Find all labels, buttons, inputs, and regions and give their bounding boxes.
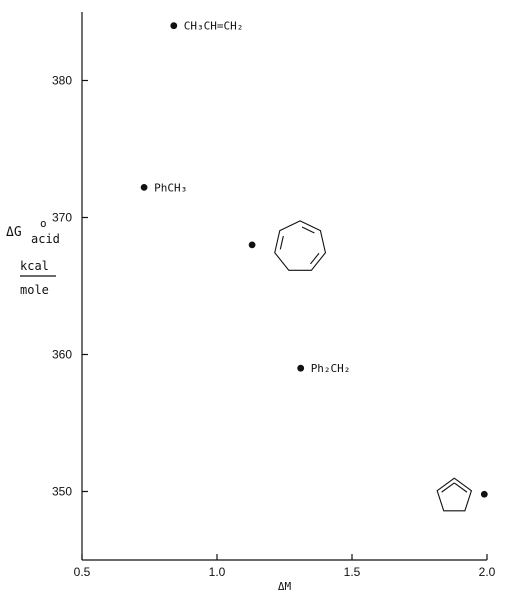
data-points: CH₃CH=CH₂ PhCH₃ Ph₂CH₂ [140, 20, 488, 512]
x-axis-title: ΔM [278, 580, 292, 593]
y-axis-unit-numerator: kcal [20, 259, 49, 273]
y-tick-label-2: 370 [52, 211, 72, 225]
data-point-0 [170, 22, 178, 30]
data-point-1 [140, 183, 148, 191]
data-point-3 [297, 364, 305, 372]
cyclopentadiene-structure-icon [436, 477, 473, 512]
y-axis-title: ΔG o acid kcal mole [6, 217, 60, 297]
data-point-label-3: Ph₂CH₂ [311, 362, 351, 375]
y-tick-label-0: 350 [52, 485, 72, 499]
y-axis-unit-denominator: mole [20, 283, 49, 297]
x-tick-label-3: 2.0 [479, 565, 496, 579]
y-tick-label-3: 380 [52, 74, 72, 88]
y-axis-title-subscript: acid [31, 232, 60, 246]
x-tick-label-0: 0.5 [74, 565, 91, 579]
data-point-4 [480, 490, 488, 498]
x-tick-label-1: 1.0 [209, 565, 226, 579]
y-axis-title-main: ΔG [6, 225, 22, 240]
y-axis-title-superscript: o [40, 217, 47, 230]
y-tick-label-1: 360 [52, 348, 72, 362]
data-point-label-0: CH₃CH=CH₂ [184, 20, 244, 33]
cycloheptatriene-structure-icon [274, 220, 327, 271]
axis-ticks: 0.5 1.0 1.5 2.0 350 360 370 380 [52, 74, 496, 580]
x-tick-label-2: 1.5 [344, 565, 361, 579]
data-point-2 [248, 241, 256, 249]
data-point-label-1: PhCH₃ [154, 181, 187, 194]
